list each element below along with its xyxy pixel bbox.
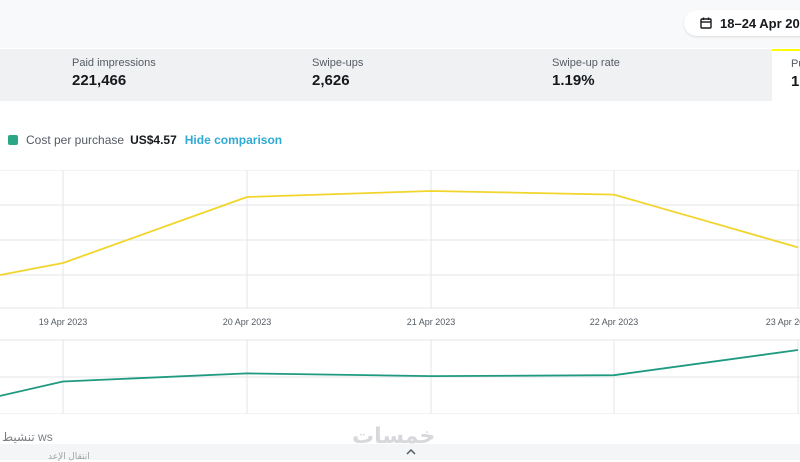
x-tick-label: 19 Apr 2023 (39, 317, 88, 327)
metric-label: Paid impressions (72, 57, 156, 69)
system-notice-line1: تنشيط ws (2, 430, 53, 444)
x-tick-label: 20 Apr 2023 (223, 317, 272, 327)
metric-swipe-ups[interactable]: Swipe-ups 2,626 (312, 57, 363, 89)
x-tick-label: 23 Apr 2023 (766, 317, 800, 327)
metric-label: Swipe-up rate (552, 57, 620, 69)
metrics-strip: Paid impressions 221,466 Swipe-ups 2,626… (0, 49, 800, 101)
chart-svg: 19 Apr 2023 20 Apr 2023 21 Apr 2023 22 Apr … (0, 170, 800, 414)
date-range-button[interactable]: 18–24 Apr 2023 (684, 10, 800, 36)
line-chart: 19 Apr 2023 20 Apr 2023 21 Apr 2023 22 Apr … (0, 170, 800, 414)
series-line (0, 350, 798, 396)
metric-value: 2,626 (312, 72, 363, 89)
metric-value: 221,466 (72, 72, 156, 89)
date-range-label: 18–24 Apr 2023 (720, 16, 800, 31)
metric-label: Swipe-ups (312, 57, 363, 69)
system-notice-line2: انتقال الإعد (48, 451, 90, 462)
chevron-up-icon (406, 449, 416, 455)
legend-value: US$4.57 (130, 133, 177, 147)
metric-paid-impressions[interactable]: Paid impressions 221,466 (72, 57, 156, 89)
hide-comparison-link[interactable]: Hide comparison (185, 133, 282, 147)
x-tick-label: 21 Apr 2023 (407, 317, 456, 327)
top-bar: 18–24 Apr 2023 (0, 0, 800, 48)
x-tick-label: 22 Apr 2023 (590, 317, 639, 327)
series-line (0, 191, 798, 275)
metric-value: 1 (791, 73, 800, 90)
metric-purchases-tab[interactable]: Purchases 1 (772, 49, 800, 101)
metric-value: 1.19% (552, 72, 620, 89)
legend-label: Cost per purchase (26, 133, 124, 147)
chart-legend: Cost per purchase US$4.57 Hide compariso… (8, 133, 282, 147)
calendar-icon (700, 17, 712, 29)
legend-swatch (8, 135, 18, 145)
metric-label: Purchases (791, 58, 800, 70)
metric-swipe-up-rate[interactable]: Swipe-up rate 1.19% (552, 57, 620, 89)
watermark: خمسات (352, 424, 435, 449)
